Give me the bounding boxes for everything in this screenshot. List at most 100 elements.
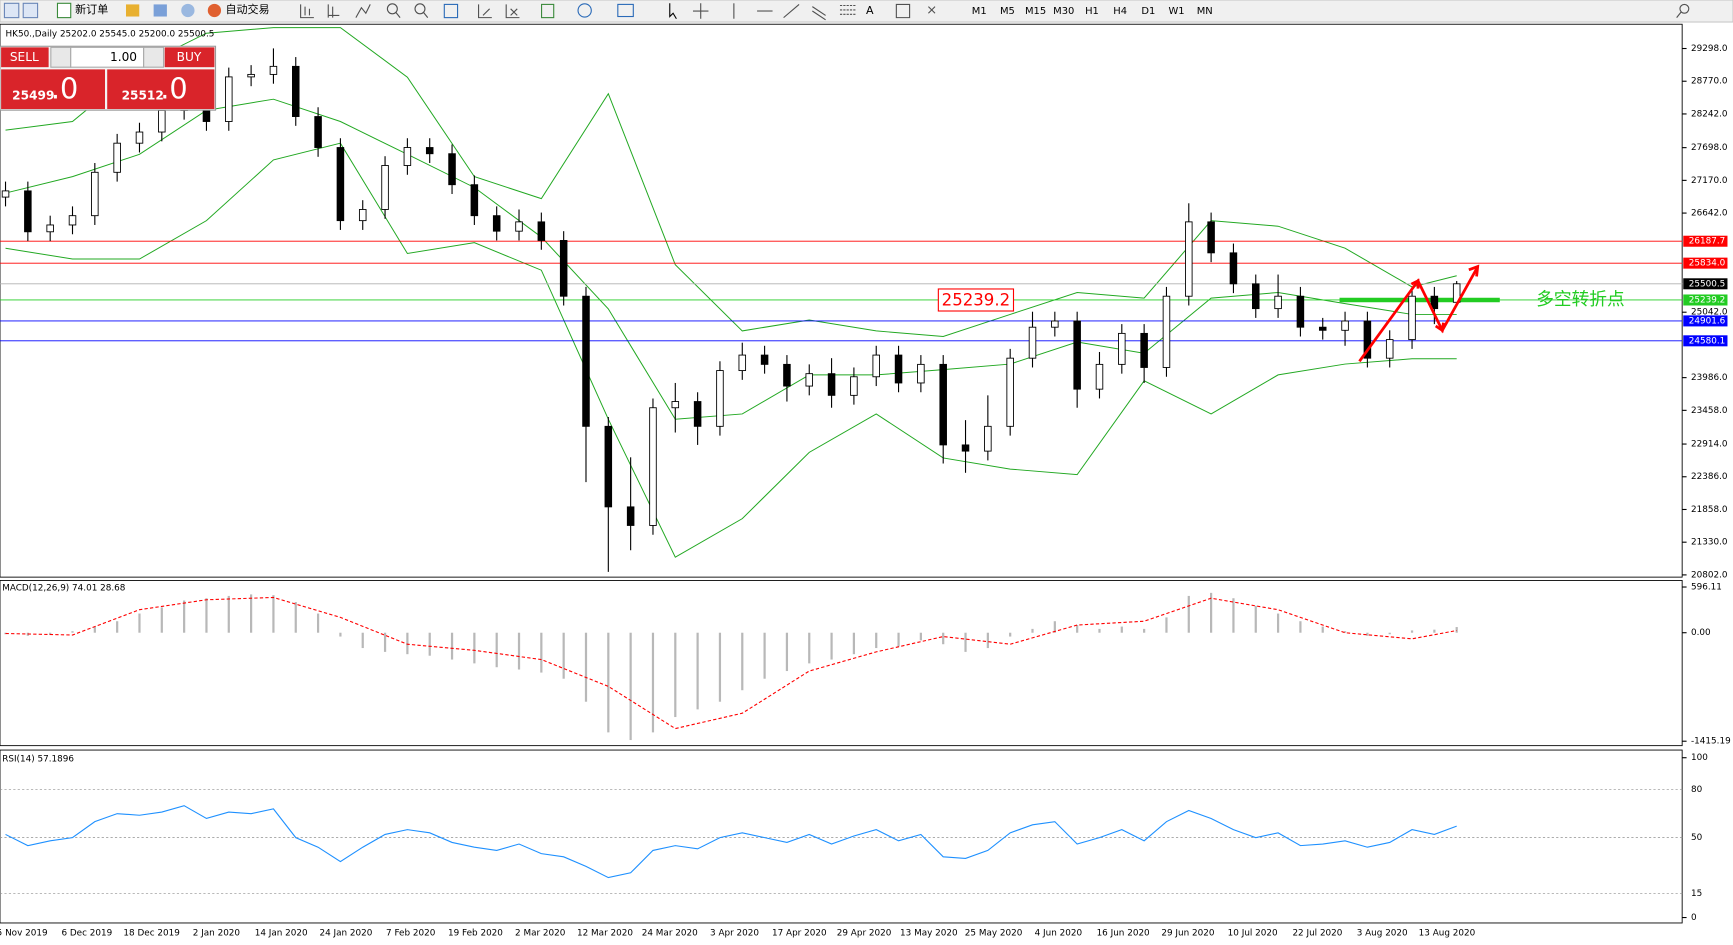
macd-bar	[986, 632, 989, 649]
timeframe[interactable]: W1	[1168, 6, 1184, 17]
icon[interactable]	[783, 3, 800, 19]
new-order[interactable]: 新订单	[75, 2, 108, 16]
timeframe[interactable]: M5	[1000, 6, 1015, 17]
sell-price-frac[interactable]: .0	[51, 71, 78, 105]
auto-trading-icon[interactable]	[207, 3, 222, 18]
pivot-box-label: 25239.2	[942, 291, 1010, 310]
y-tick-label: 0.00	[1691, 628, 1711, 638]
candle-body	[492, 215, 501, 232]
timeframe[interactable]: H4	[1113, 6, 1127, 17]
candle-body	[604, 425, 613, 508]
auto-trading[interactable]: 自动交易	[225, 2, 269, 16]
icon[interactable]	[505, 4, 520, 19]
buy-button[interactable]	[164, 47, 215, 68]
buy-price[interactable]: 25512	[122, 88, 164, 102]
icon[interactable]	[355, 4, 371, 18]
timeframe[interactable]: H1	[1085, 6, 1099, 17]
level-tag	[1683, 335, 1728, 347]
icon[interactable]	[422, 11, 429, 18]
icon[interactable]	[300, 4, 314, 19]
candle-body	[247, 73, 255, 78]
candle-body	[738, 354, 747, 372]
candle-body	[760, 354, 769, 365]
macd-bar	[495, 632, 498, 668]
icon[interactable]	[692, 3, 709, 19]
macd-bar	[1343, 631, 1347, 633]
pivot-box	[937, 288, 1015, 312]
icon[interactable]	[928, 6, 936, 14]
x-tick-label: 29 Jun 2020	[1161, 928, 1214, 938]
candle-body	[1162, 295, 1171, 368]
x-tick-label: 22 Jul 2020	[1292, 928, 1342, 938]
candle-body	[1095, 363, 1104, 390]
candle-body	[716, 370, 724, 427]
new-order-icon[interactable]	[56, 2, 72, 19]
icon[interactable]	[181, 3, 195, 18]
price-chart: 29298.0 28770.0 28242.0 27698.0 27170.0 26642…	[0, 27, 1728, 938]
timeframe[interactable]: M15	[1025, 6, 1046, 17]
timeframe[interactable]: D1	[1141, 6, 1155, 17]
bollinger-lower	[5, 142, 1457, 558]
sell-price-box[interactable]	[1, 69, 105, 110]
y-tick-label: 22386.0	[1691, 472, 1728, 482]
icon[interactable]	[812, 6, 826, 21]
macd-bar	[852, 632, 856, 655]
icon[interactable]	[1676, 11, 1682, 18]
candle-body	[1274, 295, 1282, 310]
icon[interactable]	[839, 4, 856, 15]
icon[interactable]	[478, 4, 492, 19]
arrow-heads	[1410, 264, 1480, 333]
icon[interactable]	[125, 4, 140, 17]
icon[interactable]	[577, 3, 592, 18]
zigzag	[1358, 268, 1478, 363]
macd-bar	[674, 632, 677, 718]
macd-bar	[1053, 621, 1056, 633]
icon[interactable]	[386, 3, 398, 15]
timeframe[interactable]: M1	[972, 6, 987, 17]
tool-icons	[300, 3, 1690, 21]
macd-bar	[562, 632, 565, 679]
icon[interactable]	[327, 4, 340, 18]
sell-label[interactable]: SELL	[10, 50, 39, 64]
y-tick-label: 26642.0	[1691, 209, 1728, 219]
buy-price-box[interactable]	[107, 69, 215, 110]
macd-bar	[629, 632, 632, 741]
x-tick-label: 3 Aug 2020	[1357, 928, 1408, 938]
lot[interactable]: 1.00	[110, 50, 137, 64]
macd-pane	[0, 579, 1683, 747]
timeframe[interactable]: MN	[1197, 6, 1213, 17]
sell-button[interactable]	[1, 47, 49, 68]
macd-bar	[607, 632, 610, 733]
y-tick-label: 25042.0	[1691, 308, 1728, 318]
lot-up[interactable]	[143, 46, 165, 68]
candle-body	[24, 190, 32, 233]
buy-price-frac[interactable]: .0	[160, 71, 187, 105]
y-tick-label: 596.11	[1691, 583, 1722, 593]
icon[interactable]	[22, 2, 39, 19]
timeframe[interactable]: M30	[1053, 6, 1074, 17]
sell-price[interactable]: 25499	[12, 88, 54, 102]
lot-down[interactable]	[50, 46, 72, 68]
candle-body	[1140, 332, 1148, 368]
icon[interactable]	[541, 3, 555, 19]
icon[interactable]	[443, 3, 459, 19]
icon[interactable]	[669, 3, 677, 20]
icon[interactable]	[617, 3, 634, 18]
buy-label[interactable]: BUY	[177, 50, 202, 64]
macd-bar	[406, 632, 409, 655]
y-tick-label: 28770.0	[1691, 77, 1728, 87]
macd-bar	[1143, 628, 1146, 633]
candle-body	[336, 147, 345, 222]
text-tool[interactable]: A	[866, 4, 874, 17]
icon[interactable]	[153, 4, 167, 17]
icon[interactable]	[395, 11, 401, 18]
macd-bar	[919, 632, 922, 641]
candle-body	[961, 444, 970, 452]
search-icon[interactable]	[1679, 3, 1690, 14]
icon[interactable]	[414, 3, 426, 15]
icon[interactable]	[3, 2, 20, 19]
candle-body	[537, 221, 546, 241]
icon[interactable]	[895, 3, 911, 19]
y-tick-label: 29298.0	[1691, 44, 1728, 54]
